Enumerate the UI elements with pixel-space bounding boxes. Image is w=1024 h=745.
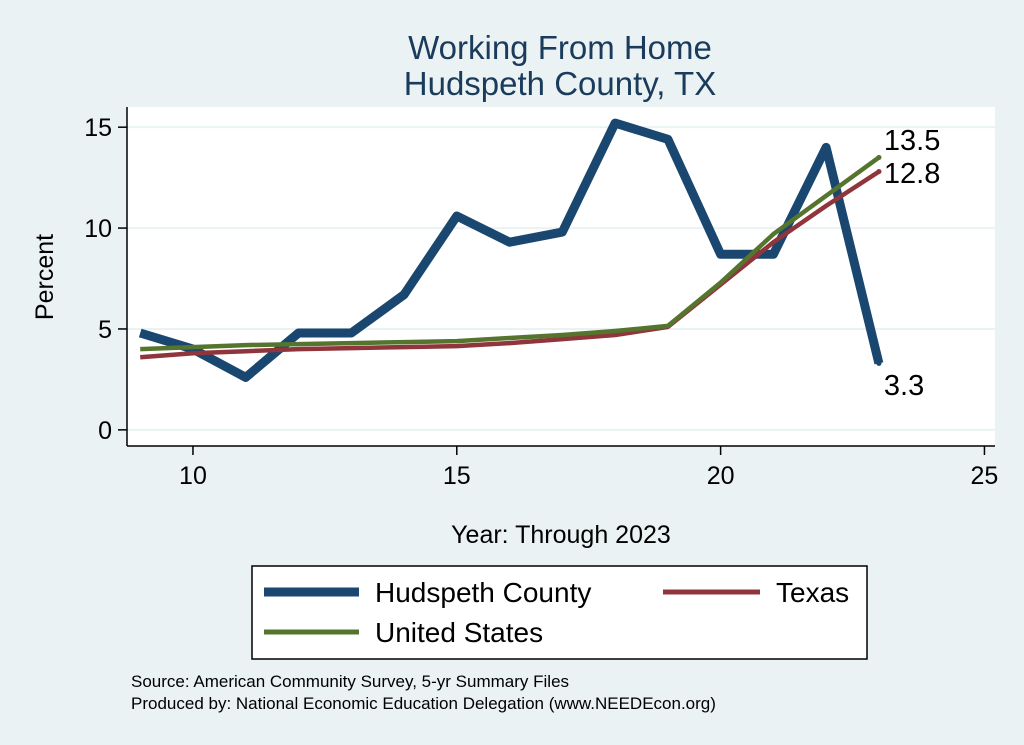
legend-label: United States: [375, 617, 543, 648]
produced-by-note: Produced by: National Economic Education…: [131, 694, 716, 713]
plot-area: [127, 107, 995, 446]
series-end-point: [876, 154, 882, 161]
series-line-texas: [140, 169, 881, 360]
source-note: Source: American Community Survey, 5-yr …: [131, 672, 569, 691]
end-label: 3.3: [884, 370, 924, 402]
x-axis-title: Year: Through 2023: [451, 521, 671, 549]
y-axis-ticks: 0 5 10 15: [84, 114, 127, 445]
x-tick-label: 25: [971, 462, 999, 490]
chart-subtitle: Hudspeth County, TX: [404, 65, 716, 102]
y-axis-title: Percent: [31, 234, 59, 320]
series-end-point: [876, 360, 882, 366]
end-label: 12.8: [884, 158, 940, 190]
legend-label: Texas: [776, 577, 849, 608]
series-line-united-states: [140, 155, 881, 352]
legend: Hudspeth County Texas United States: [264, 577, 849, 648]
end-labels: 3.3 12.813.5: [884, 125, 940, 402]
series-lines: [138, 118, 884, 382]
y-tick-label: 5: [98, 316, 112, 344]
x-tick-label: 15: [443, 462, 471, 490]
x-axis-ticks: 10 15 20 25: [179, 446, 998, 490]
end-label: 13.5: [884, 125, 940, 157]
x-tick-label: 10: [179, 462, 207, 490]
chart-title: Working From Home: [408, 29, 712, 66]
y-tick-label: 0: [98, 417, 112, 445]
legend-box: [251, 565, 868, 660]
y-tick-label: 10: [84, 215, 112, 243]
y-tick-label: 15: [84, 114, 112, 142]
x-tick-label: 20: [707, 462, 735, 490]
series-end-point: [876, 168, 882, 175]
legend-label: Hudspeth County: [375, 577, 591, 608]
